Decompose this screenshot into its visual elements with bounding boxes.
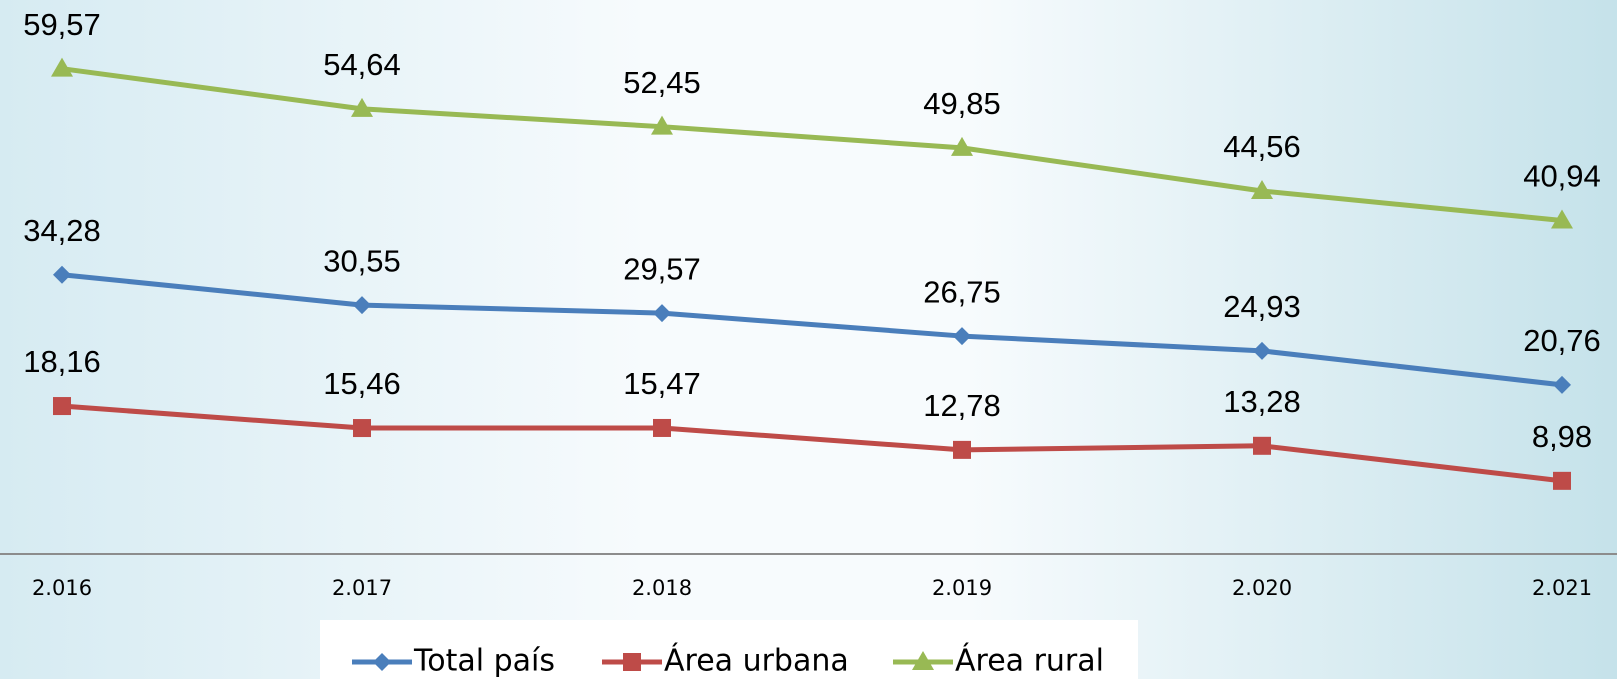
point-marker [351, 97, 373, 117]
point-marker [1553, 375, 1571, 394]
legend-marker [623, 653, 641, 671]
legend-label: Total país [413, 644, 555, 679]
series-line [61, 272, 1563, 388]
data-label: 20,76 [1523, 323, 1601, 358]
point-marker [1253, 436, 1271, 455]
point-marker [1553, 471, 1571, 490]
point-marker [951, 136, 973, 156]
legend-marker [373, 653, 391, 671]
data-label: 15,47 [623, 366, 701, 401]
data-label: 30,55 [323, 243, 401, 278]
legend-label: Área rural [955, 643, 1104, 679]
point-marker [651, 115, 673, 135]
data-label: 54,64 [323, 47, 401, 82]
legend-label: Área urbana [664, 643, 849, 679]
point-marker [353, 419, 371, 438]
point-marker [353, 296, 371, 315]
point-marker [53, 265, 71, 284]
series-line [61, 403, 1563, 484]
point-marker [53, 397, 71, 416]
data-label: 34,28 [23, 213, 101, 248]
data-label: 40,94 [1523, 159, 1601, 194]
data-label: 59,57 [23, 7, 101, 42]
data-label: 13,28 [1223, 384, 1301, 419]
legend-marker [912, 651, 934, 670]
point-marker [1253, 341, 1271, 360]
data-label: 52,45 [623, 65, 701, 100]
x-tick-label: 2.020 [1232, 576, 1292, 600]
data-label: 12,78 [923, 388, 1001, 423]
legend-box [320, 620, 1138, 679]
point-marker [653, 418, 671, 437]
point-marker [1551, 209, 1573, 229]
point-marker [653, 304, 671, 323]
x-tick-label: 2.018 [632, 576, 692, 600]
point-marker [51, 57, 73, 77]
point-marker [1251, 179, 1273, 199]
data-label: 44,56 [1223, 129, 1301, 164]
x-tick-label: 2.016 [32, 576, 92, 600]
data-label: 18,16 [23, 344, 101, 379]
point-marker [953, 440, 971, 459]
x-tick-label: 2.021 [1532, 576, 1592, 600]
data-label: 26,75 [923, 274, 1001, 309]
data-label: 8,98 [1532, 419, 1592, 454]
series-line [61, 66, 1563, 223]
data-label: 49,85 [923, 86, 1001, 121]
data-label: 29,57 [623, 251, 701, 286]
point-marker [953, 327, 971, 346]
x-tick-label: 2.019 [932, 576, 992, 600]
data-label: 24,93 [1223, 289, 1301, 324]
x-tick-label: 2.017 [332, 576, 392, 600]
data-label: 15,46 [323, 366, 401, 401]
